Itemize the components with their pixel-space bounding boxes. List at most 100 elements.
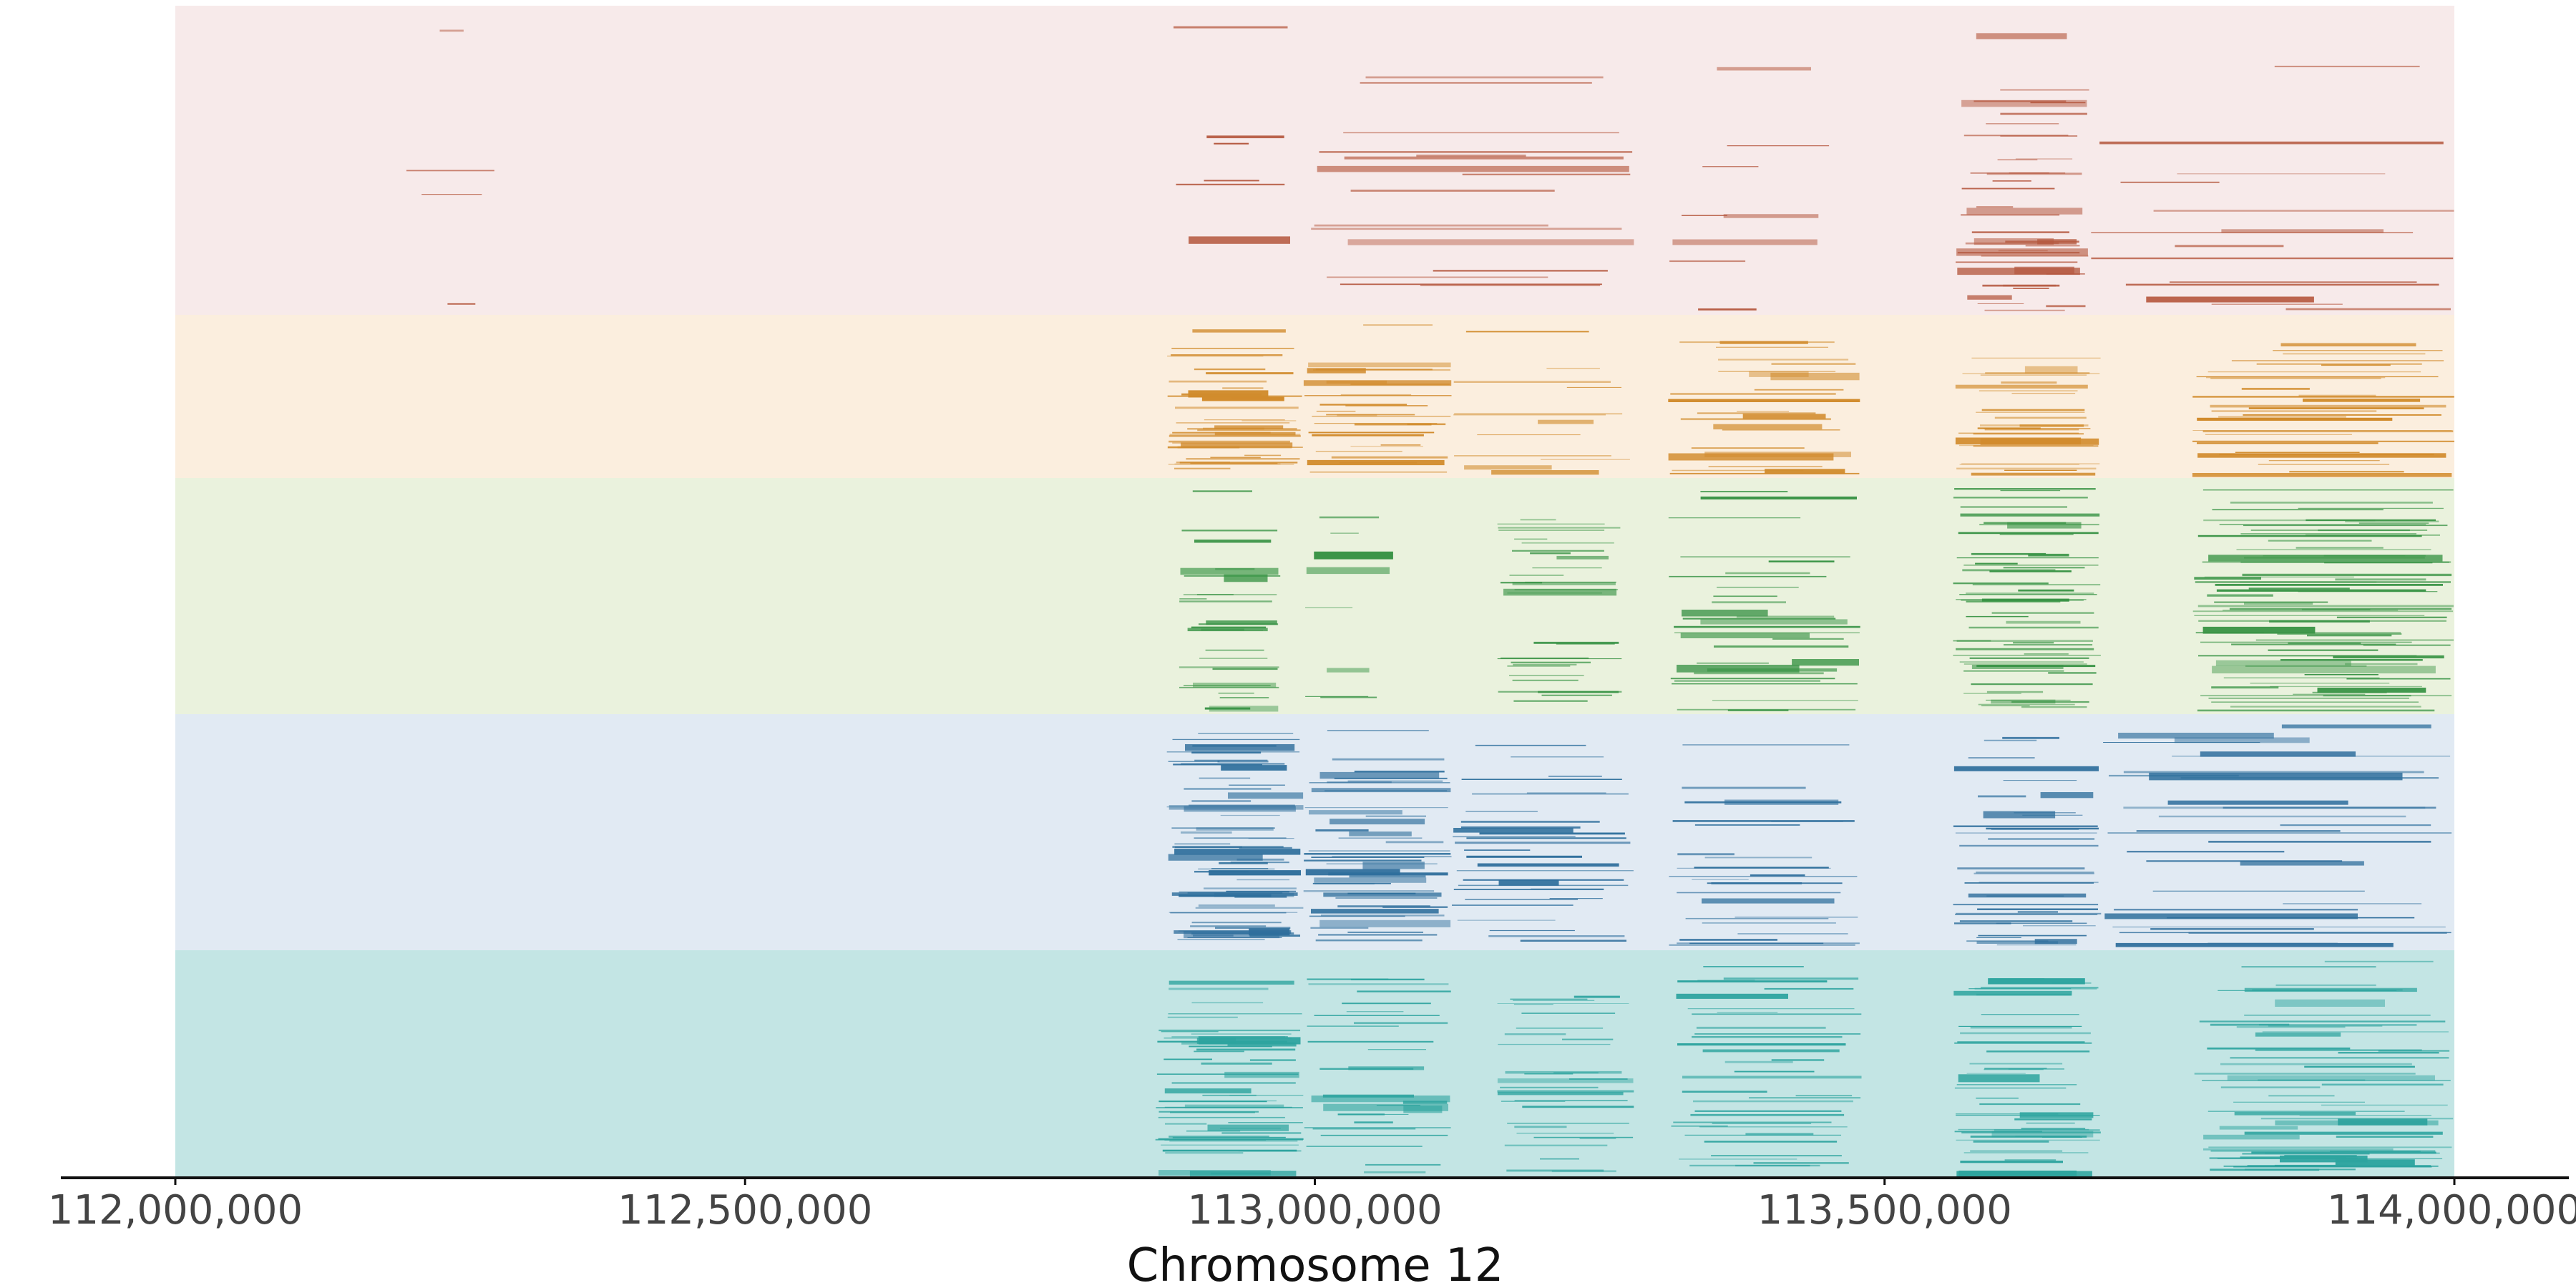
segment (1718, 358, 1849, 361)
segment (2115, 942, 2394, 947)
segment (1969, 657, 2089, 659)
segment (1170, 912, 1287, 914)
segment (2158, 815, 2406, 818)
segment (2207, 1047, 2351, 1050)
segment (1184, 788, 1272, 790)
segment (1314, 877, 1427, 883)
segment (1521, 542, 1614, 544)
segment (1521, 1013, 1616, 1014)
segment (2006, 620, 2081, 624)
segment (1971, 683, 2093, 686)
segment (1680, 418, 1831, 421)
segment (1994, 416, 2087, 419)
segment (1311, 857, 1425, 858)
segment (1980, 374, 2087, 376)
segment (1190, 462, 1278, 464)
segment (1520, 519, 1556, 521)
segment (1677, 853, 1735, 856)
segment (1795, 1095, 1853, 1097)
segment (1244, 454, 1282, 457)
segment (1334, 777, 1448, 779)
segment (1312, 434, 1424, 436)
segment (1984, 309, 2065, 311)
segment (2234, 1111, 2356, 1116)
segment (2235, 452, 2360, 453)
segment (1194, 1050, 1244, 1053)
segment (2146, 296, 2314, 303)
segment (2298, 507, 2444, 509)
segment (2293, 693, 2366, 695)
segment (1966, 615, 2029, 618)
segment (1214, 425, 1284, 429)
segment (1712, 601, 1786, 604)
segment (2099, 141, 2444, 145)
segment (2346, 678, 2451, 680)
segment (1963, 1152, 2089, 1153)
segment (1348, 1066, 1425, 1070)
segment (1168, 761, 1220, 762)
x-tick-label: 112,500,000 (618, 1187, 872, 1234)
segment (1961, 187, 2055, 190)
segment (2289, 471, 2404, 473)
segment (1344, 156, 1624, 160)
segment (1792, 659, 1859, 666)
segment (2218, 990, 2397, 991)
segment (2207, 594, 2273, 597)
segment (1166, 751, 1300, 753)
segment (1315, 451, 1402, 452)
segment (1169, 987, 1269, 990)
segment (1354, 1121, 1393, 1123)
segment (2262, 1031, 2449, 1033)
segment (1704, 1141, 1838, 1143)
segment (1174, 846, 1242, 849)
segment (1512, 679, 1579, 681)
segment (1206, 620, 1277, 625)
segment (1670, 393, 1836, 395)
segment (1169, 435, 1301, 437)
segment (1204, 180, 1259, 182)
segment (1332, 856, 1452, 858)
segment (1319, 771, 1440, 779)
segment (1530, 552, 1571, 555)
segment (1540, 1158, 1579, 1160)
segment (1981, 409, 2085, 411)
segment (2231, 360, 2444, 361)
segment (1385, 841, 1444, 844)
segment (1167, 1016, 1238, 1018)
segment (1977, 303, 2024, 304)
segment (1692, 1035, 1843, 1038)
segment (2019, 424, 2084, 427)
segment (1193, 935, 1234, 937)
segment (1679, 939, 1777, 941)
segment (2104, 913, 2358, 919)
segment (1514, 538, 1548, 540)
segment (1553, 1072, 1599, 1074)
segment (1960, 1032, 2091, 1035)
segment (1966, 592, 2094, 595)
segment (1669, 575, 1827, 577)
segment (1196, 1048, 1296, 1051)
segment (2207, 371, 2421, 373)
segment (1984, 522, 2067, 524)
segment (1956, 640, 2093, 642)
segment (2198, 655, 2417, 657)
segment (1984, 429, 2079, 431)
segment (1986, 123, 2059, 125)
segment (1176, 183, 1285, 185)
segment (1315, 939, 1423, 942)
segment (1507, 665, 1571, 667)
segment (1210, 1172, 1271, 1175)
segment (1174, 26, 1288, 29)
segment (1307, 368, 1366, 374)
segment (1318, 934, 1438, 936)
segment (1717, 1012, 1778, 1013)
segment (2275, 1120, 2439, 1126)
segment (1682, 215, 1727, 216)
segment (2003, 780, 2077, 781)
segment (1206, 372, 1294, 375)
segment (1953, 825, 2098, 827)
segment (1546, 368, 1600, 369)
segment (2255, 639, 2454, 641)
segment (1186, 458, 1300, 460)
segment (1454, 413, 1623, 415)
